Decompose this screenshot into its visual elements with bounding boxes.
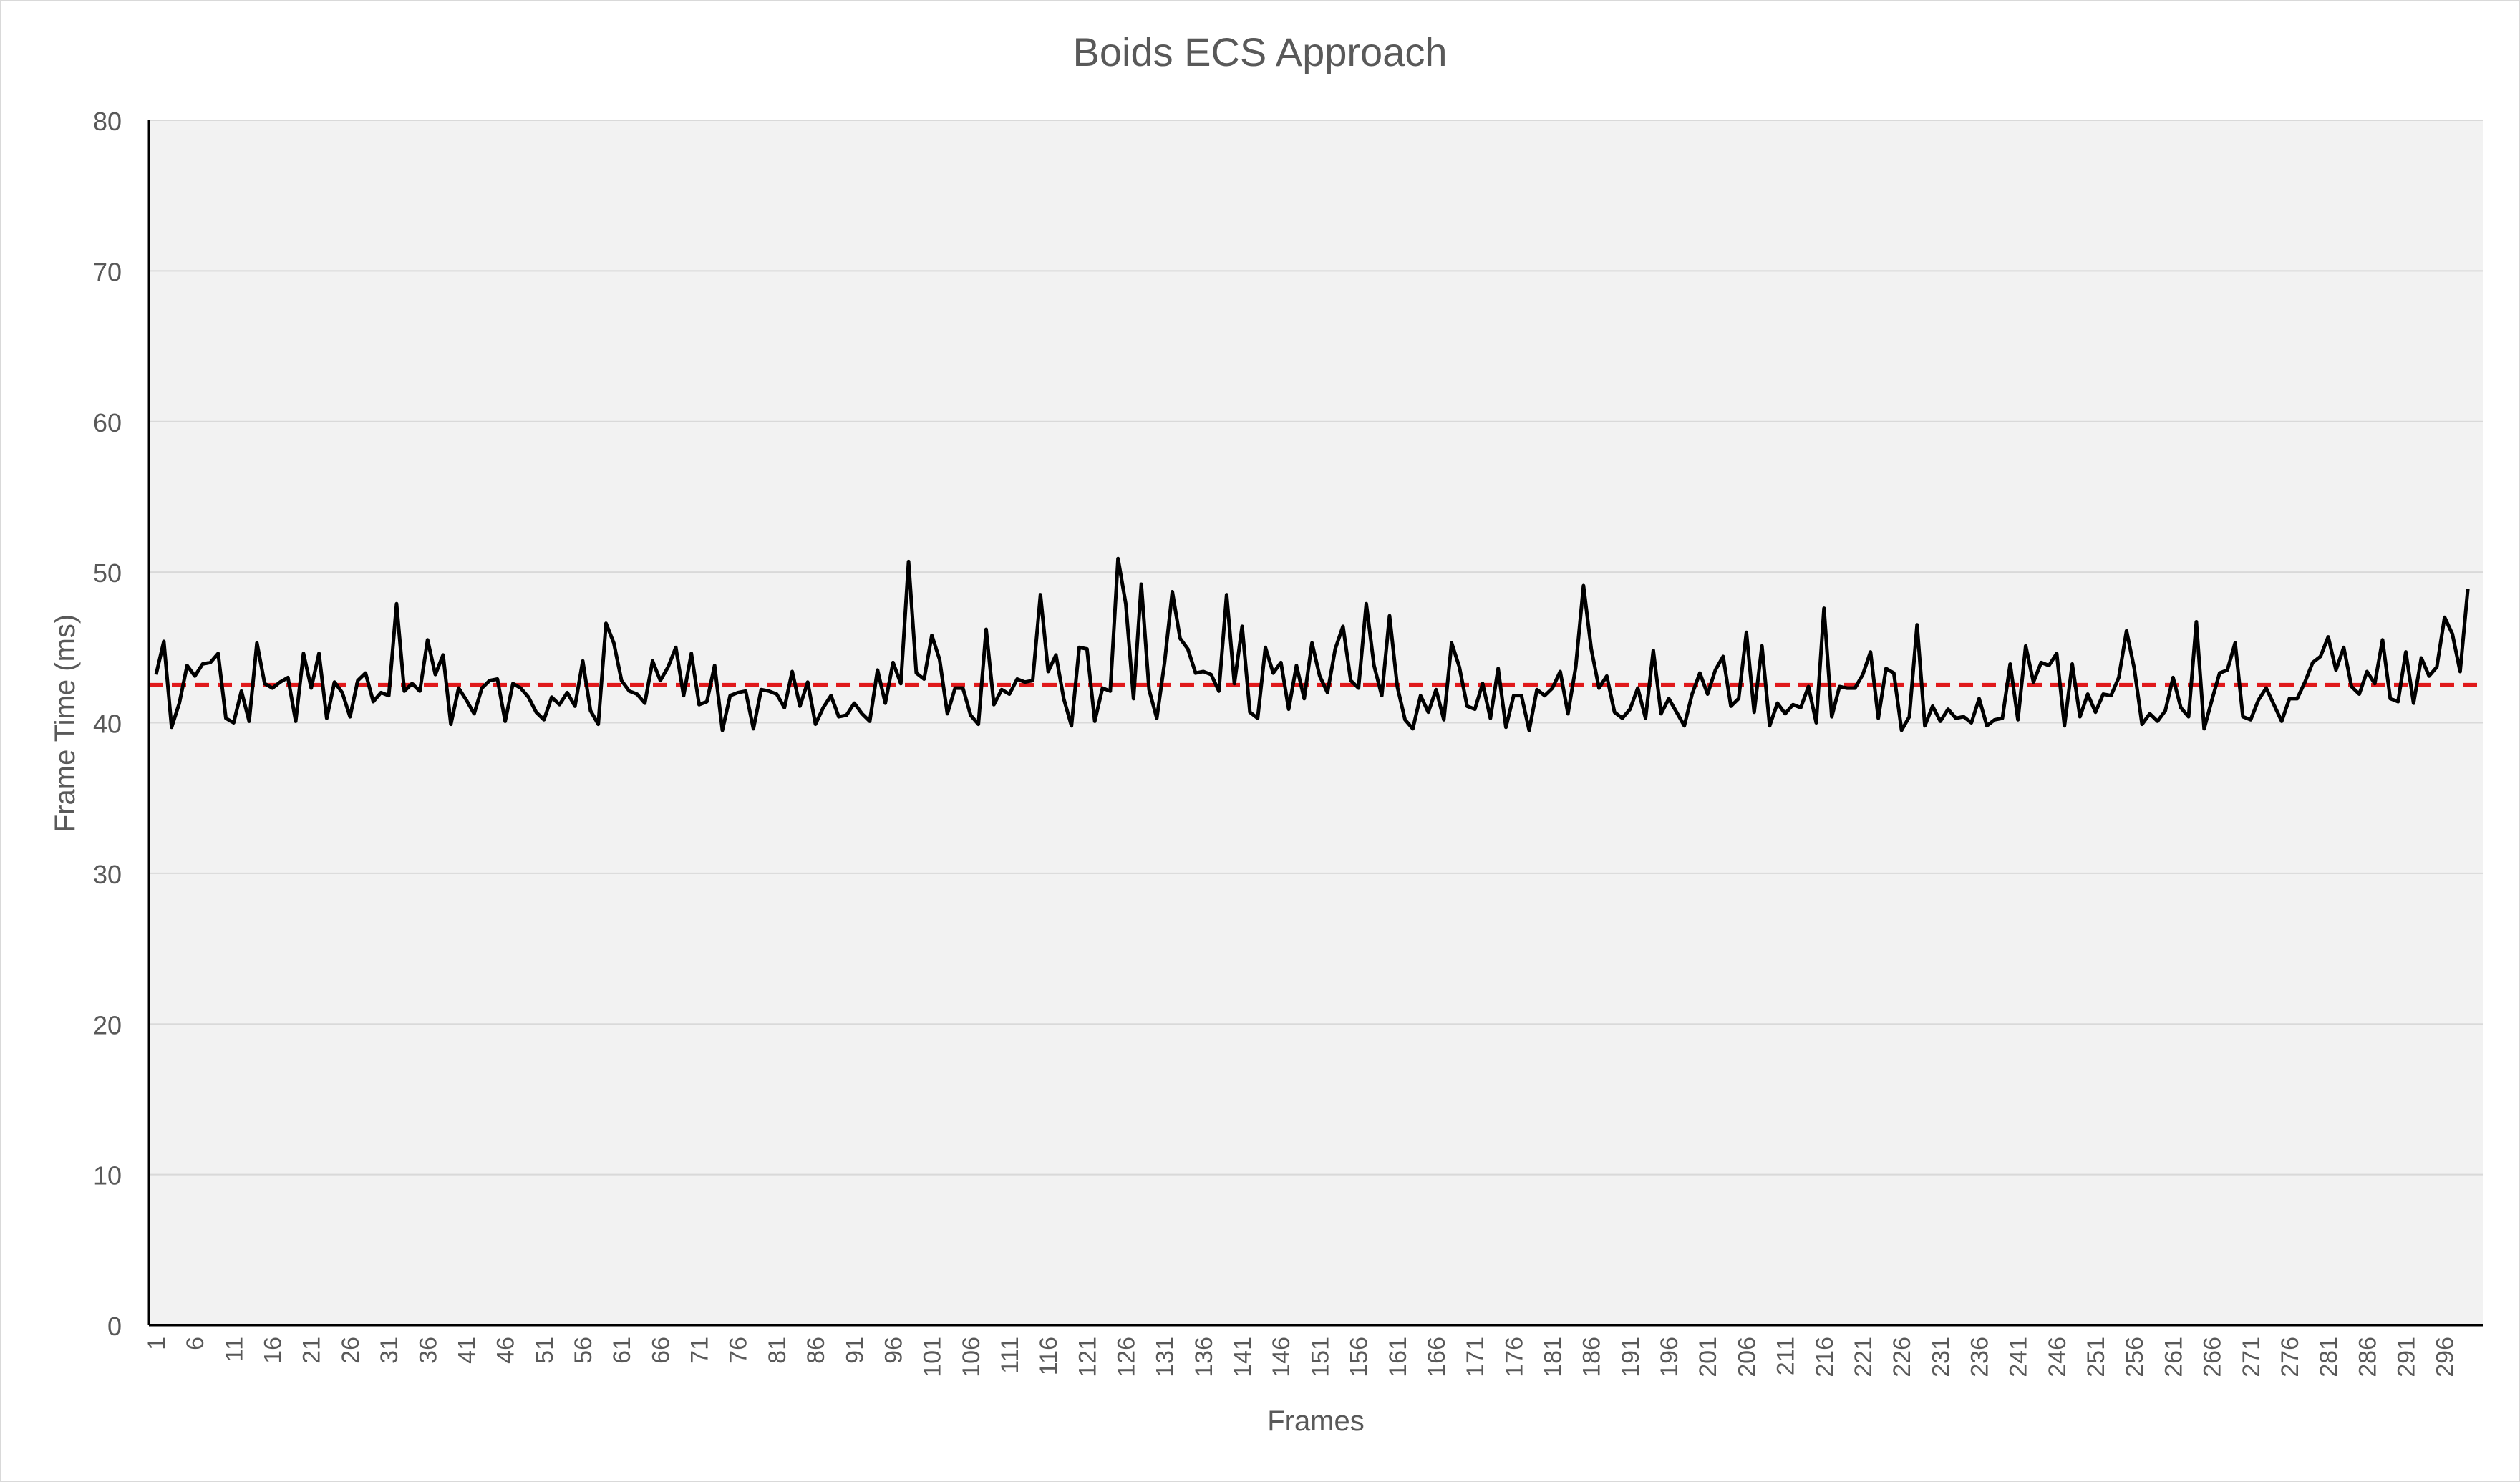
y-tick-label-10: 10 — [93, 1161, 122, 1191]
x-tick-label-211: 211 — [1773, 1337, 1800, 1375]
x-tick-label-101: 101 — [919, 1337, 946, 1377]
x-tick-label-31: 31 — [376, 1337, 403, 1364]
x-tick-label-131: 131 — [1152, 1337, 1179, 1377]
y-tick-label-80: 80 — [93, 107, 122, 136]
y-tick-label-50: 50 — [93, 558, 122, 588]
x-tick-label-226: 226 — [1889, 1337, 1916, 1377]
gridlines — [149, 120, 2483, 1176]
x-tick-label-76: 76 — [725, 1337, 752, 1364]
x-tick-label-256: 256 — [2121, 1337, 2148, 1377]
x-tick-label-266: 266 — [2199, 1337, 2226, 1377]
x-tick-label-46: 46 — [493, 1337, 520, 1364]
chart-title: Boids ECS Approach — [1073, 29, 1448, 74]
x-tick-label-191: 191 — [1617, 1337, 1644, 1377]
x-tick-label-81: 81 — [764, 1337, 791, 1364]
x-tick-label-196: 196 — [1656, 1337, 1683, 1377]
x-tick-labels: 1 6 11 16 21 26 31 36 41 46 51 56 61 66 71 76 81 86 91 96 10… — [143, 1337, 2459, 1377]
x-tick-label-11: 11 — [220, 1337, 248, 1362]
x-tick-label-166: 166 — [1423, 1337, 1450, 1377]
x-tick-label-6: 6 — [182, 1337, 209, 1350]
y-tick-labels: 0 10 20 30 40 50 60 70 80 — [93, 107, 122, 1341]
x-tick-label-286: 286 — [2354, 1337, 2381, 1377]
x-tick-label-271: 271 — [2238, 1337, 2265, 1377]
x-tick-label-156: 156 — [1346, 1337, 1373, 1377]
x-tick-label-41: 41 — [453, 1337, 480, 1364]
x-tick-label-291: 291 — [2393, 1337, 2420, 1377]
x-tick-label-261: 261 — [2160, 1337, 2187, 1377]
x-tick-label-251: 251 — [2083, 1337, 2110, 1377]
y-tick-label-20: 20 — [93, 1010, 122, 1040]
y-tick-label-40: 40 — [93, 709, 122, 739]
y-tick-label-0: 0 — [107, 1312, 122, 1341]
y-axis-title: Frame Time (ms) — [49, 614, 81, 832]
x-tick-label-36: 36 — [415, 1337, 442, 1364]
x-tick-label-96: 96 — [880, 1337, 907, 1364]
x-tick-label-161: 161 — [1385, 1337, 1412, 1377]
x-tick-label-1: 1 — [143, 1337, 170, 1350]
x-tick-label-206: 206 — [1733, 1337, 1760, 1377]
x-tick-label-136: 136 — [1191, 1337, 1218, 1377]
x-axis-title: Frames — [1267, 1405, 1365, 1437]
x-tick-label-146: 146 — [1268, 1337, 1295, 1377]
x-tick-label-56: 56 — [570, 1337, 597, 1364]
series-points-0 — [155, 558, 2468, 731]
x-tick-label-86: 86 — [803, 1337, 830, 1364]
x-tick-label-121: 121 — [1074, 1337, 1101, 1377]
axes — [147, 120, 2483, 1327]
x-tick-label-26: 26 — [337, 1337, 364, 1364]
y-tick-label-30: 30 — [93, 860, 122, 889]
x-tick-label-181: 181 — [1540, 1337, 1567, 1377]
series-layer — [154, 556, 2470, 732]
x-tick-label-246: 246 — [2044, 1337, 2071, 1377]
x-tick-label-106: 106 — [958, 1337, 985, 1377]
x-tick-label-241: 241 — [2005, 1337, 2032, 1377]
x-tick-label-151: 151 — [1307, 1337, 1334, 1377]
x-tick-label-111: 111 — [997, 1337, 1024, 1374]
x-tick-label-176: 176 — [1501, 1337, 1528, 1377]
x-tick-label-216: 216 — [1811, 1337, 1838, 1377]
x-tick-label-221: 221 — [1850, 1337, 1877, 1377]
x-tick-label-236: 236 — [1966, 1337, 1993, 1377]
x-tick-label-116: 116 — [1035, 1337, 1062, 1375]
y-tick-label-60: 60 — [93, 408, 122, 437]
x-tick-label-201: 201 — [1695, 1337, 1722, 1377]
x-tick-label-281: 281 — [2315, 1337, 2342, 1377]
y-tick-label-70: 70 — [93, 257, 122, 286]
x-tick-label-296: 296 — [2432, 1337, 2459, 1377]
x-tick-label-91: 91 — [841, 1337, 868, 1364]
x-tick-label-71: 71 — [687, 1337, 714, 1364]
x-tick-label-186: 186 — [1579, 1337, 1606, 1377]
x-tick-label-21: 21 — [299, 1337, 326, 1364]
x-tick-label-231: 231 — [1927, 1337, 1954, 1377]
x-tick-label-51: 51 — [531, 1337, 558, 1364]
x-tick-label-66: 66 — [647, 1337, 674, 1364]
x-tick-label-276: 276 — [2277, 1337, 2304, 1377]
x-tick-label-141: 141 — [1229, 1337, 1256, 1377]
x-tick-label-61: 61 — [609, 1337, 636, 1364]
x-tick-label-16: 16 — [260, 1337, 287, 1364]
x-tick-label-171: 171 — [1462, 1337, 1489, 1377]
x-tick-label-126: 126 — [1113, 1337, 1140, 1377]
